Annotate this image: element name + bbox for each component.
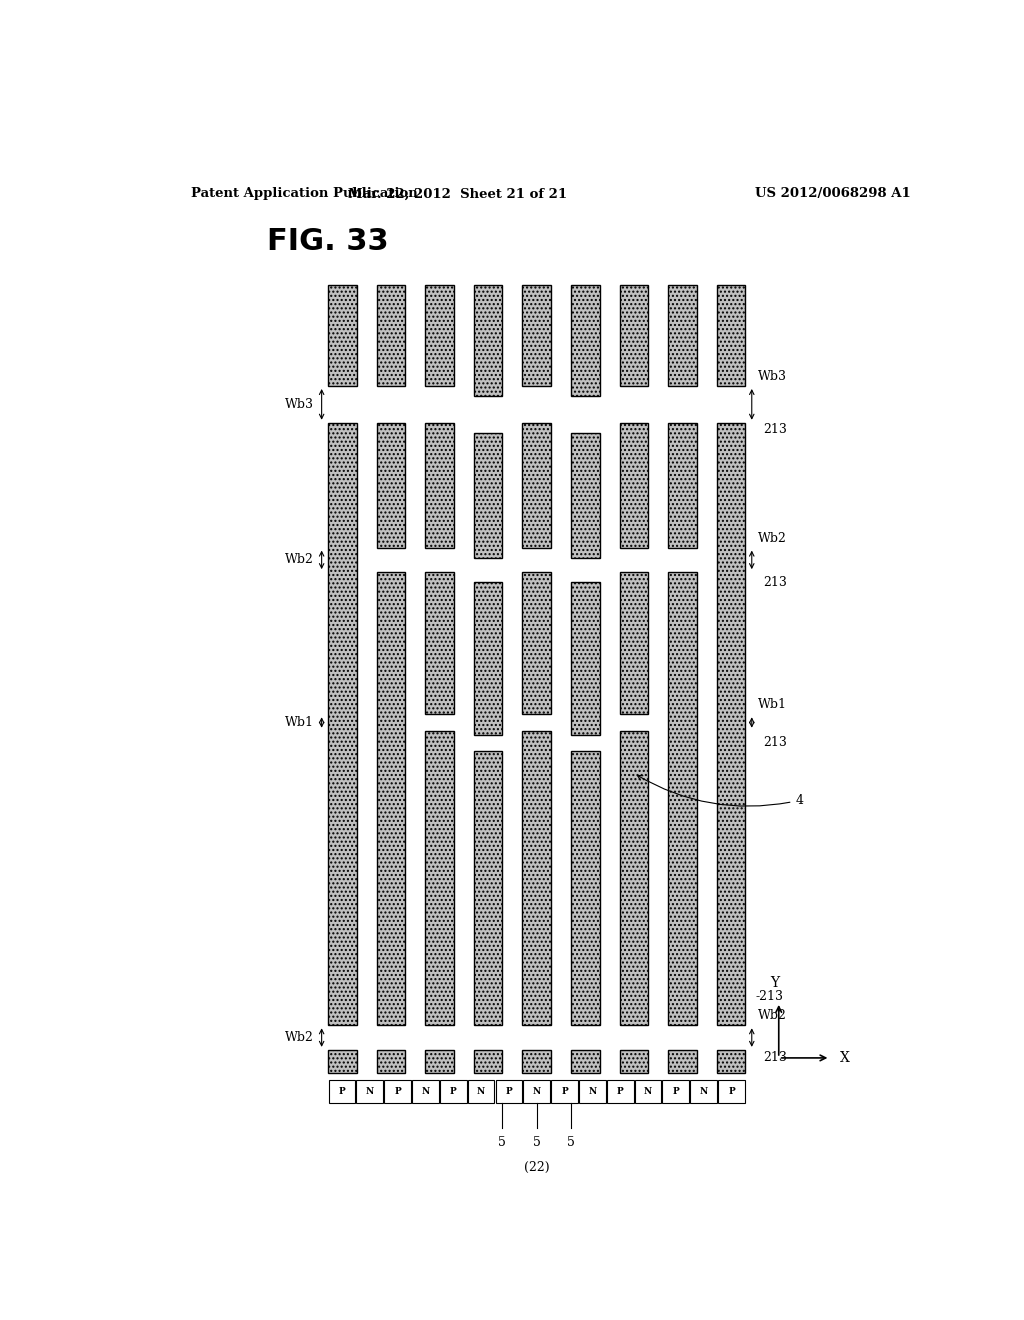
Bar: [620, 731, 648, 1026]
Text: 4: 4: [637, 775, 804, 807]
Bar: [717, 1049, 745, 1073]
Text: 213: 213: [764, 424, 787, 437]
Text: N: N: [532, 1086, 541, 1096]
Bar: [425, 731, 454, 1026]
Bar: [356, 1080, 383, 1102]
Text: Wb2: Wb2: [758, 1010, 787, 1022]
Bar: [522, 731, 551, 1026]
Bar: [384, 1080, 411, 1102]
Bar: [571, 433, 600, 558]
Bar: [474, 751, 503, 1026]
Bar: [328, 1049, 356, 1073]
Text: Y: Y: [770, 975, 779, 990]
Bar: [718, 1080, 744, 1102]
Bar: [377, 422, 406, 548]
Bar: [522, 572, 551, 714]
Bar: [717, 422, 745, 1026]
Text: N: N: [366, 1086, 374, 1096]
Text: Wb1: Wb1: [758, 698, 787, 711]
Text: X: X: [840, 1051, 850, 1065]
Text: P: P: [673, 1086, 679, 1096]
Bar: [669, 1049, 696, 1073]
Text: Patent Application Publication: Patent Application Publication: [191, 187, 418, 201]
Text: N: N: [477, 1086, 485, 1096]
Bar: [440, 1080, 467, 1102]
Bar: [620, 1049, 648, 1073]
Bar: [620, 572, 648, 714]
Bar: [669, 572, 696, 1026]
Bar: [669, 422, 696, 548]
Text: P: P: [616, 1086, 624, 1096]
Bar: [717, 285, 745, 385]
Bar: [620, 285, 648, 385]
Text: Wb3: Wb3: [285, 397, 313, 411]
Bar: [522, 1049, 551, 1073]
Bar: [328, 422, 356, 1026]
Text: N: N: [588, 1086, 597, 1096]
Text: 5: 5: [532, 1135, 541, 1148]
Text: -213: -213: [756, 990, 783, 1003]
Bar: [571, 1049, 600, 1073]
Bar: [496, 1080, 522, 1102]
Bar: [329, 1080, 355, 1102]
Text: 213: 213: [764, 576, 787, 589]
Text: (22): (22): [524, 1162, 550, 1175]
Text: 213: 213: [764, 1052, 787, 1064]
Bar: [474, 285, 503, 396]
Bar: [377, 1049, 406, 1073]
Bar: [607, 1080, 634, 1102]
Text: 5: 5: [567, 1135, 575, 1148]
Bar: [377, 572, 406, 1026]
Bar: [571, 582, 600, 735]
Bar: [522, 422, 551, 548]
Text: N: N: [421, 1086, 429, 1096]
Text: Mar. 22, 2012  Sheet 21 of 21: Mar. 22, 2012 Sheet 21 of 21: [348, 187, 567, 201]
Bar: [571, 285, 600, 396]
Bar: [571, 751, 600, 1026]
Text: N: N: [644, 1086, 652, 1096]
Bar: [425, 572, 454, 714]
Bar: [425, 285, 454, 385]
Bar: [468, 1080, 495, 1102]
Bar: [412, 1080, 438, 1102]
Text: FIG. 33: FIG. 33: [267, 227, 388, 256]
Text: 213: 213: [764, 737, 787, 750]
Text: P: P: [506, 1086, 512, 1096]
Bar: [328, 285, 356, 385]
Bar: [377, 285, 406, 385]
Bar: [551, 1080, 578, 1102]
Bar: [669, 285, 696, 385]
Bar: [474, 582, 503, 735]
Text: P: P: [561, 1086, 568, 1096]
Text: Wb2: Wb2: [758, 532, 787, 545]
Bar: [579, 1080, 606, 1102]
Text: Wb3: Wb3: [758, 370, 787, 383]
Bar: [690, 1080, 717, 1102]
Bar: [425, 1049, 454, 1073]
Bar: [474, 433, 503, 558]
Text: N: N: [699, 1086, 708, 1096]
Text: Wb2: Wb2: [285, 553, 313, 566]
Bar: [620, 422, 648, 548]
Text: Wb1: Wb1: [285, 715, 313, 729]
Text: US 2012/0068298 A1: US 2012/0068298 A1: [755, 187, 910, 201]
Bar: [635, 1080, 662, 1102]
Bar: [522, 285, 551, 385]
Text: P: P: [339, 1086, 345, 1096]
Text: P: P: [450, 1086, 457, 1096]
Bar: [663, 1080, 689, 1102]
Text: 5: 5: [498, 1135, 506, 1148]
Bar: [425, 422, 454, 548]
Text: P: P: [394, 1086, 401, 1096]
Text: P: P: [728, 1086, 735, 1096]
Bar: [474, 1049, 503, 1073]
Text: Wb2: Wb2: [285, 1031, 313, 1044]
Bar: [523, 1080, 550, 1102]
